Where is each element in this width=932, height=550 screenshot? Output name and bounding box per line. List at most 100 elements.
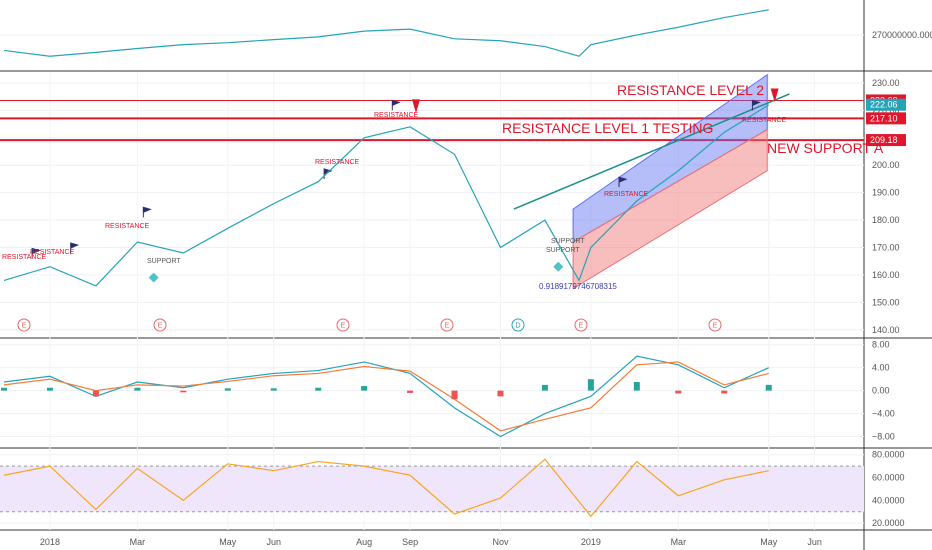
macd-histogram bbox=[1, 379, 772, 400]
flag-icon-6 bbox=[751, 99, 761, 111]
event-marker-3-label: E bbox=[341, 323, 346, 330]
down-arrow-icon-1 bbox=[412, 99, 420, 114]
x-tick-10: Jun bbox=[807, 537, 822, 547]
diamond-icon-1 bbox=[553, 261, 564, 272]
y-tick-macd-0: 8.00 bbox=[872, 340, 890, 350]
x-tick-4: Aug bbox=[356, 537, 372, 547]
x-tick-3: Jun bbox=[266, 537, 281, 547]
event-marker-1-label: E bbox=[22, 323, 27, 330]
price-label-bg-2 bbox=[866, 112, 906, 125]
flag-icon-0 bbox=[31, 247, 41, 259]
macd-bar-14 bbox=[633, 382, 640, 391]
macd-bar-5 bbox=[224, 388, 231, 391]
price-label-3: 209.18 bbox=[870, 135, 898, 145]
macd-bar-9 bbox=[407, 390, 414, 393]
price-decorations bbox=[0, 73, 864, 290]
resistance-label-6: RESISTANCE bbox=[604, 191, 649, 198]
y-tick-price-8: 150.00 bbox=[872, 297, 900, 307]
down-arrow-icon-2 bbox=[770, 88, 779, 103]
event-marker-4[interactable]: E bbox=[440, 318, 454, 332]
new-support-label: NEW SUPPORT A bbox=[767, 140, 884, 156]
event-marker-6-label: E bbox=[579, 323, 584, 330]
series-line-macd-0 bbox=[3, 355, 769, 438]
macd-bar-15 bbox=[675, 390, 682, 394]
y-tick-macd-4: −8.00 bbox=[872, 432, 895, 442]
macd-bar-2 bbox=[92, 390, 99, 397]
y-tick-price-6: 170.00 bbox=[872, 243, 900, 253]
resistance-level-2-label: RESISTANCE LEVEL 2 bbox=[617, 82, 764, 98]
x-tick-6: Nov bbox=[492, 537, 509, 547]
y-tick-price-9: 140.00 bbox=[872, 325, 900, 335]
resistance-label-3: RESISTANCE bbox=[105, 223, 150, 230]
event-marker-6[interactable]: E bbox=[574, 318, 588, 332]
y-tick-price-3: 200.00 bbox=[872, 160, 900, 170]
event-marker-7[interactable]: E bbox=[708, 318, 722, 332]
flag-icon-4 bbox=[391, 99, 401, 111]
support-label-1: SUPPORT bbox=[147, 258, 181, 265]
x-tick-0: 2018 bbox=[40, 537, 60, 547]
macd-bar-4 bbox=[180, 390, 187, 393]
macd-bar-8 bbox=[361, 386, 368, 391]
flag-icon-1 bbox=[70, 242, 80, 253]
macd-bar-16 bbox=[721, 390, 728, 394]
resistance-level-1-label: RESISTANCE LEVEL 1 TESTING bbox=[502, 120, 713, 136]
macd-bar-13 bbox=[587, 379, 594, 391]
y-tick-macd-3: −4.00 bbox=[872, 409, 895, 419]
x-tick-7: 2019 bbox=[581, 537, 601, 547]
macd-bar-11 bbox=[497, 390, 504, 397]
fib-ratio-label: 0.9189179746708315 bbox=[539, 282, 617, 291]
resistance-label-5: RESISTANCE bbox=[374, 112, 419, 119]
macd-bar-6 bbox=[270, 388, 277, 391]
macd-bar-10 bbox=[451, 390, 458, 400]
y-tick-stochastic-3: 20.0000 bbox=[872, 518, 905, 528]
resistance-label-4: RESISTANCE bbox=[315, 159, 360, 166]
series-line-macd-1 bbox=[3, 361, 769, 432]
support-label-3: SUPPORT bbox=[546, 247, 580, 254]
y-tick-price-7: 160.00 bbox=[872, 270, 900, 280]
macd-bar-0 bbox=[1, 387, 7, 391]
y-tick-macd-1: 4.00 bbox=[872, 363, 890, 373]
event-marker-2[interactable]: E bbox=[153, 318, 167, 332]
flag-icon-5 bbox=[618, 176, 628, 188]
y-tick-stochastic-2: 40.0000 bbox=[872, 495, 905, 505]
macd-bar-1 bbox=[46, 387, 53, 391]
event-marker-1[interactable]: E bbox=[17, 318, 31, 332]
x-tick-5: Sep bbox=[402, 537, 418, 547]
series-line-top-line-0 bbox=[3, 9, 769, 57]
flag-icon-2 bbox=[142, 206, 152, 218]
price-label-2: 217.10 bbox=[870, 113, 898, 123]
x-tick-1: Mar bbox=[130, 537, 146, 547]
y-tick-stochastic-0: 80.0000 bbox=[872, 450, 905, 460]
price-label-bg-1 bbox=[866, 98, 906, 111]
trend-line bbox=[513, 93, 790, 210]
y-tick-price-5: 180.00 bbox=[872, 215, 900, 225]
event-marker-3[interactable]: E bbox=[336, 318, 350, 332]
stochastic-band bbox=[0, 465, 864, 513]
price-label-bg-3 bbox=[866, 134, 906, 147]
event-marker-2-label: E bbox=[158, 323, 163, 330]
series-line-price-0 bbox=[3, 104, 770, 287]
macd-bar-12 bbox=[541, 384, 548, 391]
y-tick-stochastic-1: 60.0000 bbox=[872, 473, 905, 483]
resistance-label-1: RESISTANCE bbox=[2, 254, 47, 261]
support-label-2: SUPPORT bbox=[551, 238, 585, 245]
x-tick-9: May bbox=[760, 537, 778, 547]
price-label-1: 222.06 bbox=[870, 100, 898, 110]
series-lines bbox=[3, 9, 770, 518]
y-tick-macd-2: 0.00 bbox=[872, 386, 890, 396]
y-tick-top-line-0: 270000000.0000 bbox=[872, 30, 932, 40]
y-tick-price-0: 230.00 bbox=[872, 78, 900, 88]
gridlines bbox=[0, 34, 864, 530]
series-line-stochastic-0 bbox=[3, 458, 769, 518]
macd-bar-3 bbox=[134, 387, 141, 391]
lower-channel bbox=[572, 128, 768, 290]
resistance-label-7: RESISTANCE bbox=[742, 117, 787, 124]
stochastic-fill bbox=[0, 466, 864, 512]
event-marker-5[interactable]: D bbox=[511, 318, 525, 332]
macd-bar-17 bbox=[765, 384, 772, 391]
x-tick-8: Mar bbox=[671, 537, 687, 547]
y-tick-price-4: 190.00 bbox=[872, 188, 900, 198]
macd-bar-7 bbox=[315, 387, 322, 391]
event-marker-4-label: E bbox=[445, 323, 450, 330]
